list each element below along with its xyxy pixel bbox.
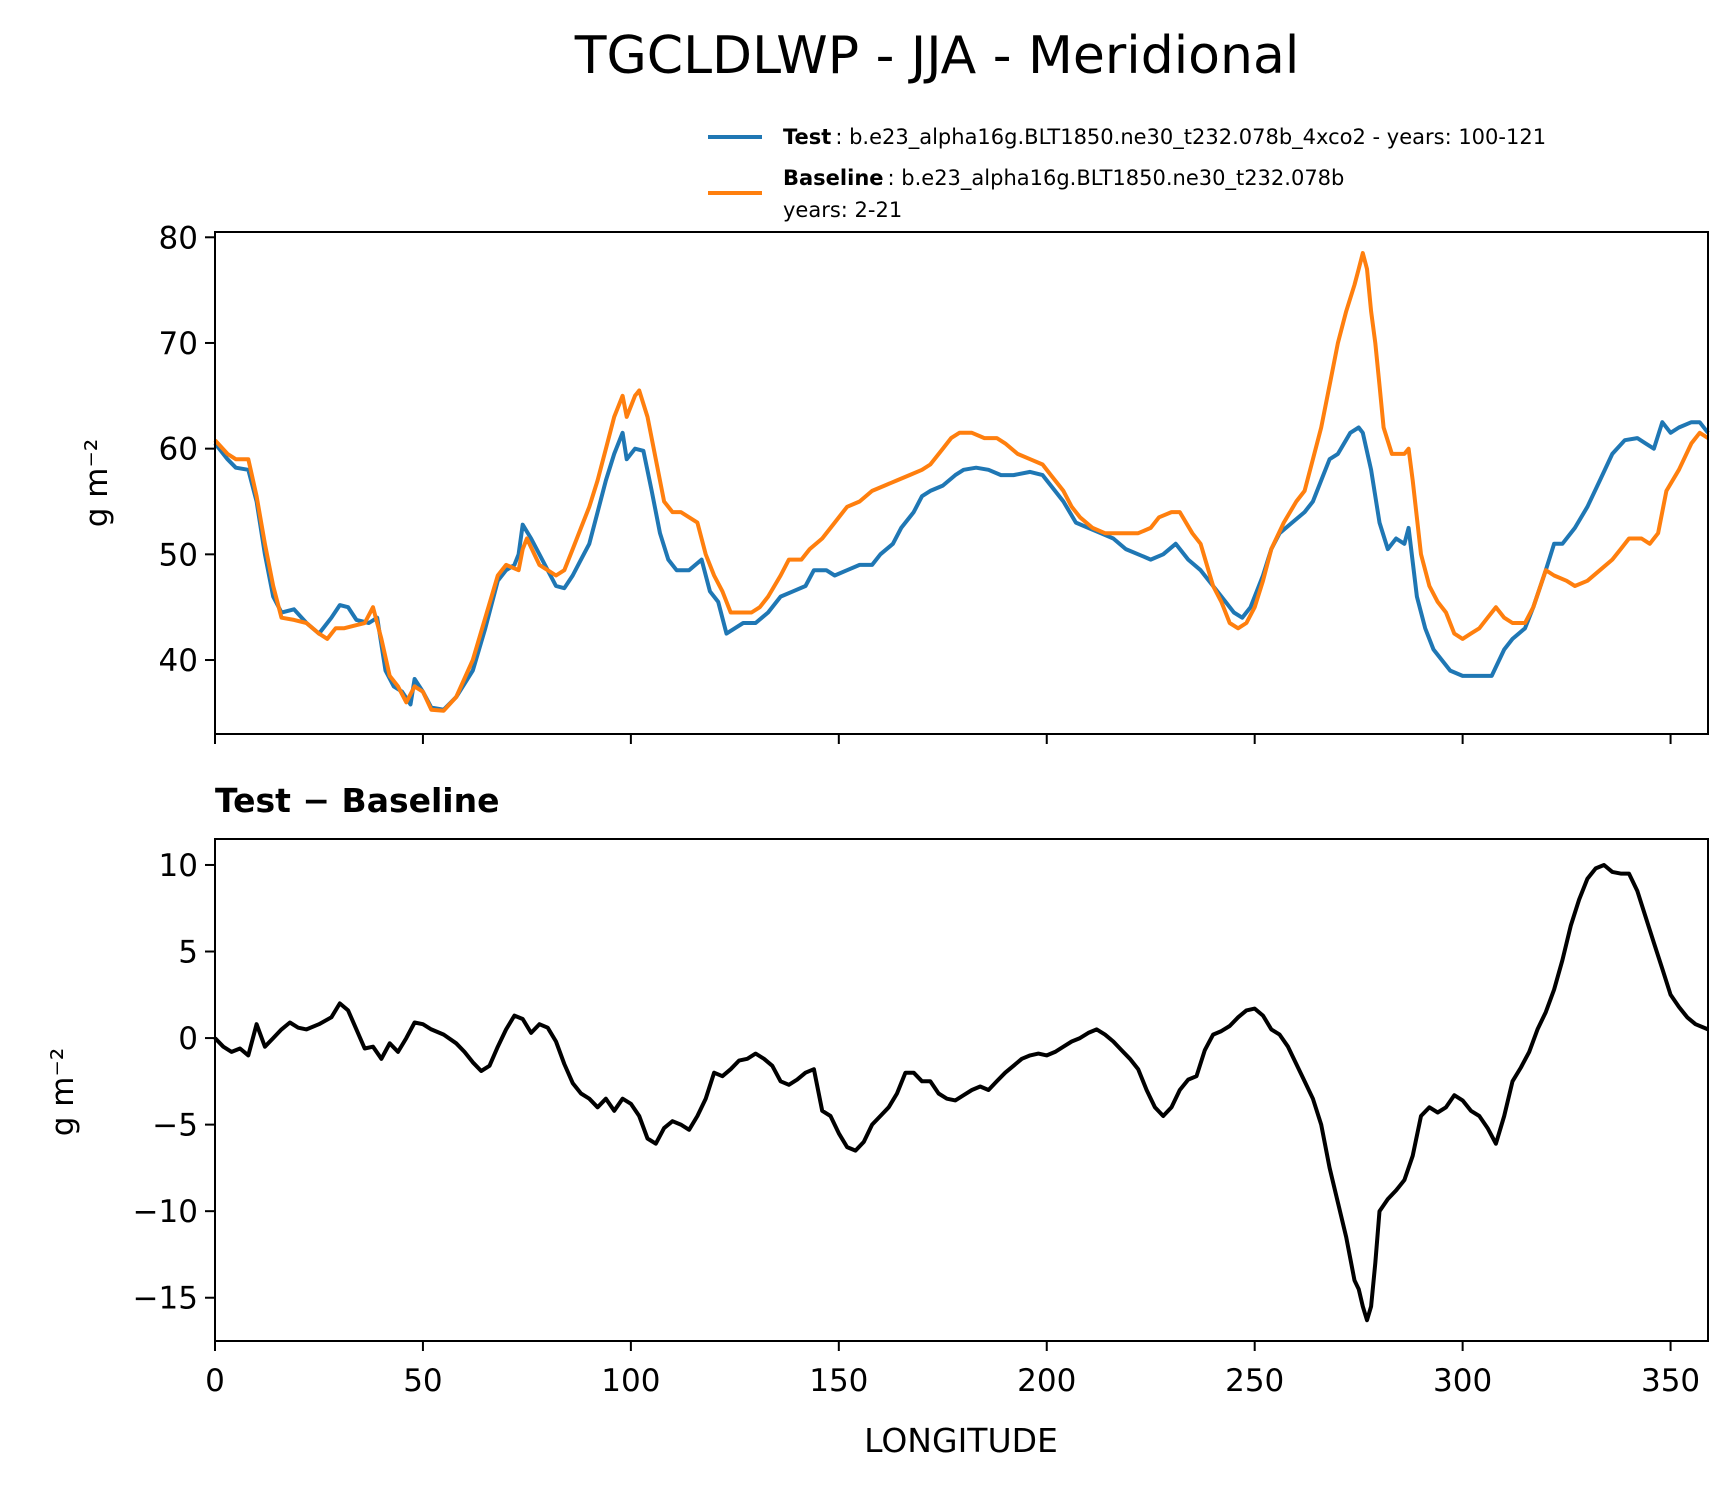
bottom-xtick-label: 200 [1017, 1363, 1076, 1399]
figure-title: TGCLDLWP - JJA - Meridional [574, 26, 1300, 86]
legend-baseline-name: Baseline [783, 166, 884, 190]
bottom-xtick-label: 150 [809, 1363, 868, 1399]
bottom-ytick-label: 0 [178, 1021, 198, 1057]
top-ytick-label: 60 [159, 432, 198, 468]
bottom-xtick-label: 100 [601, 1363, 660, 1399]
bottom-ytick-label: −15 [133, 1281, 198, 1317]
top-ytick-label: 70 [159, 326, 198, 362]
top-ytick-label: 40 [159, 643, 198, 679]
legend-test-desc: : b.e23_alpha16g.BLT1850.ne30_t232.078b_… [835, 125, 1546, 150]
bottom-xtick-label: 250 [1225, 1363, 1284, 1399]
bottom-xtick-label: 0 [205, 1363, 225, 1399]
bottom-title: Test − Baseline [215, 781, 500, 820]
bottom-ytick-label: −5 [152, 1108, 198, 1144]
legend: Test: b.e23_alpha16g.BLT1850.ne30_t232.0… [708, 125, 1546, 222]
bottom-xlabel: LONGITUDE [864, 1421, 1058, 1460]
top-series-line-baseline [213, 251, 1710, 713]
legend-baseline-desc: : b.e23_alpha16g.BLT1850.ne30_t232.078b [888, 166, 1345, 191]
bottom-ytick-label: −10 [133, 1194, 198, 1230]
top-panel: 40 50 60 70 80 g m⁻² [79, 220, 1710, 744]
bottom-ytick-label: 5 [178, 935, 198, 971]
top-ytick-label: 80 [159, 220, 198, 256]
bottom-xtick-label: 350 [1641, 1363, 1700, 1399]
top-ytick-label: 50 [159, 537, 198, 573]
top-series-lines [213, 251, 1710, 713]
top-axis-ticks: 40 50 60 70 80 [159, 220, 1672, 744]
top-ylabel: g m⁻² [79, 439, 115, 528]
bottom-series-line-diff [213, 863, 1709, 1323]
legend-baseline-years: years: 2-21 [783, 198, 902, 222]
legend-test-label: Test: b.e23_alpha16g.BLT1850.ne30_t232.0… [783, 125, 1546, 150]
bottom-axes-frame [214, 838, 1709, 1342]
bottom-xtick-label: 50 [403, 1363, 442, 1399]
legend-baseline-label: Baseline: b.e23_alpha16g.BLT1850.ne30_t2… [783, 166, 1344, 191]
top-axes-frame [214, 231, 1709, 735]
bottom-series-lines [213, 863, 1709, 1323]
bottom-ylabel: g m⁻² [45, 1048, 81, 1137]
bottom-ytick-label: 10 [159, 848, 198, 884]
legend-test-name: Test [783, 125, 831, 149]
bottom-xtick-label: 300 [1433, 1363, 1492, 1399]
